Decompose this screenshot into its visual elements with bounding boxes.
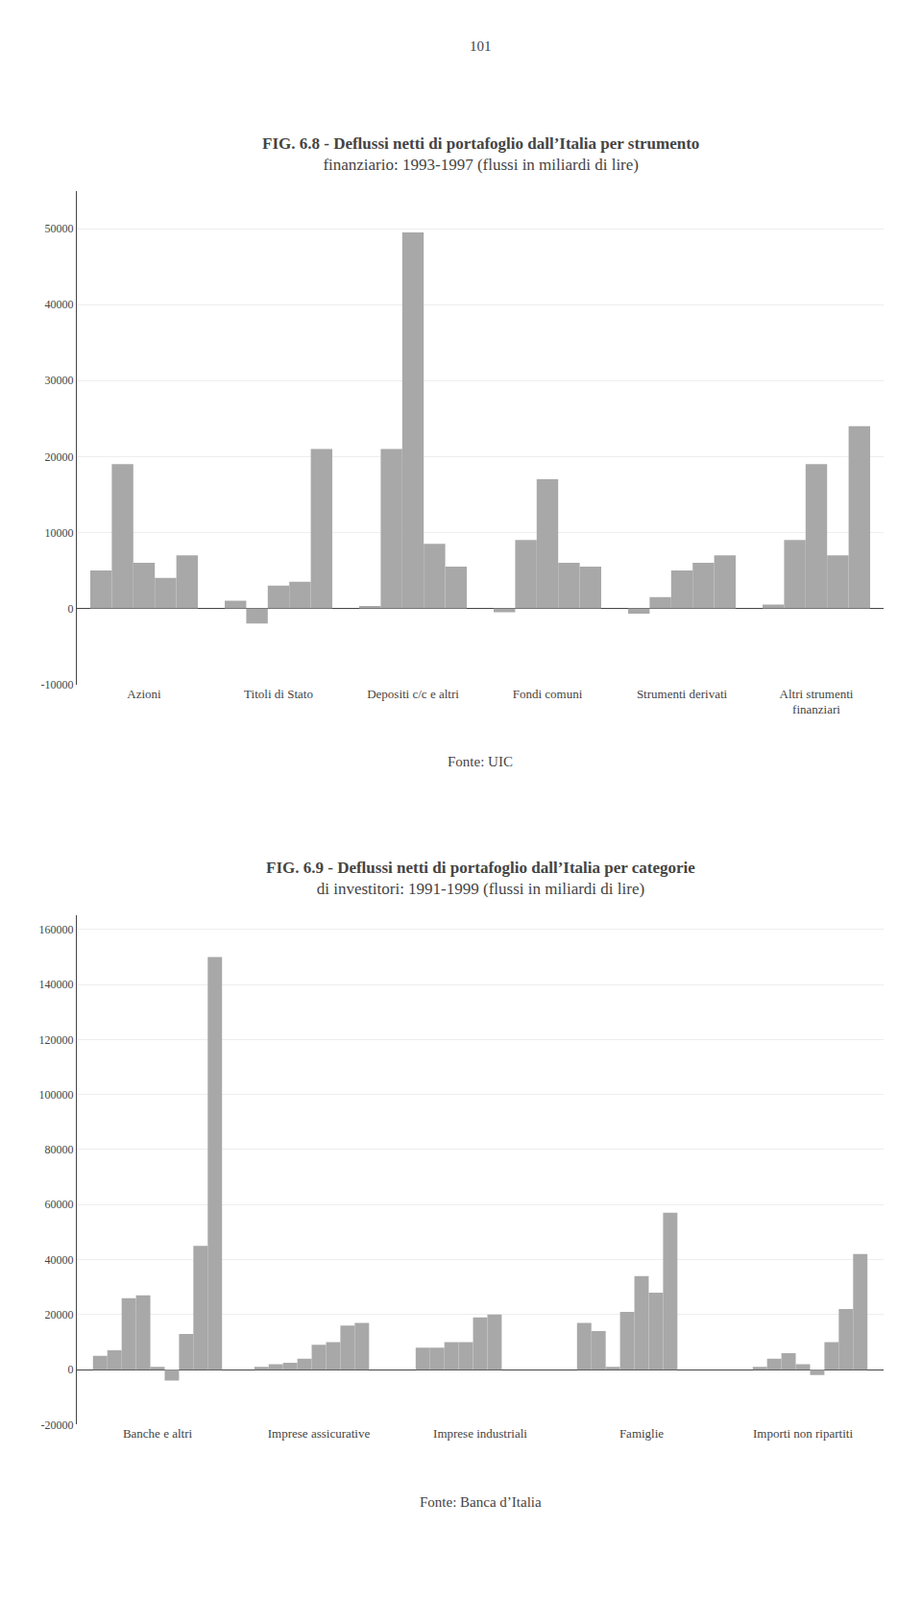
svg-text:Titoli di Stato: Titoli di Stato (243, 686, 314, 702)
svg-text:Fondi comuni: Fondi comuni (512, 686, 583, 702)
svg-text:Imprese industriali: Imprese industriali (433, 1426, 528, 1441)
svg-text:-10000: -10000 (41, 678, 74, 692)
svg-text:Altri strumentifinanziari: Altri strumentifinanziari (779, 686, 854, 718)
svg-text:160000: 160000 (39, 922, 74, 937)
svg-text:20000: 20000 (45, 450, 74, 464)
svg-text:101: 101 (469, 38, 492, 54)
svg-text:140000: 140000 (39, 977, 74, 992)
svg-text:Famiglie: Famiglie (619, 1426, 664, 1441)
svg-text:20000: 20000 (45, 1308, 74, 1322)
svg-text:-20000: -20000 (41, 1418, 74, 1432)
svg-text:Imprese assicurative: Imprese assicurative (267, 1426, 371, 1441)
svg-text:Fonte: Banca d’Italia: Fonte: Banca d’Italia (419, 1494, 542, 1510)
svg-text:Fonte: UIC: Fonte: UIC (447, 753, 513, 770)
svg-text:40000: 40000 (45, 297, 74, 312)
svg-text:60000: 60000 (45, 1197, 74, 1212)
svg-text:Depositi c/c e altri: Depositi c/c e altri (366, 686, 460, 702)
svg-text:Azioni: Azioni (126, 686, 162, 702)
svg-text:120000: 120000 (39, 1033, 74, 1047)
svg-text:0: 0 (68, 602, 74, 616)
svg-text:10000: 10000 (45, 526, 74, 540)
svg-text:FIG. 6.8 - Deflussi netti di p: FIG. 6.8 - Deflussi netti di portafoglio… (262, 134, 700, 174)
svg-text:40000: 40000 (45, 1253, 74, 1267)
svg-text:0: 0 (68, 1362, 74, 1377)
svg-text:Importi non ripartiti: Importi non ripartiti (752, 1426, 853, 1441)
svg-text:30000: 30000 (45, 373, 74, 388)
svg-text:100000: 100000 (39, 1088, 74, 1102)
svg-text:80000: 80000 (45, 1142, 74, 1157)
svg-text:Banche e altri: Banche e altri (122, 1426, 194, 1441)
svg-text:Strumenti derivati: Strumenti derivati (636, 686, 728, 702)
svg-text:50000: 50000 (45, 221, 74, 236)
svg-text:FIG. 6.9 - Deflussi netti di p: FIG. 6.9 - Deflussi netti di portafoglio… (266, 858, 696, 898)
